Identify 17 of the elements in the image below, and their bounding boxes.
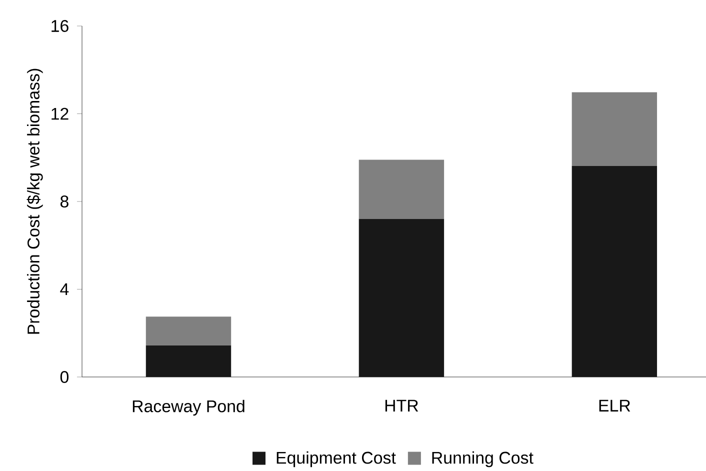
y-tick-label: 0: [60, 370, 69, 383]
bar: [572, 166, 658, 377]
x-tick-label: ELR: [599, 400, 630, 412]
y-axis-title: Production Cost ($/kg wet biomass): [26, 68, 43, 334]
legend-label: Running Cost: [432, 451, 534, 468]
bar: [358, 160, 444, 220]
y-tick-label: 16: [52, 20, 68, 32]
x-tick-label: HTR: [385, 400, 418, 412]
y-tick-label: 4: [60, 283, 69, 296]
bar: [146, 345, 232, 377]
y-tick-label: 8: [60, 195, 68, 208]
bar: [146, 316, 232, 346]
x-tick-label: Raceway Pond: [132, 400, 244, 416]
bar: [572, 92, 658, 166]
y-tick-label: 12: [52, 108, 68, 120]
legend-label: Equipment Cost: [276, 451, 396, 468]
bar: [358, 219, 444, 377]
